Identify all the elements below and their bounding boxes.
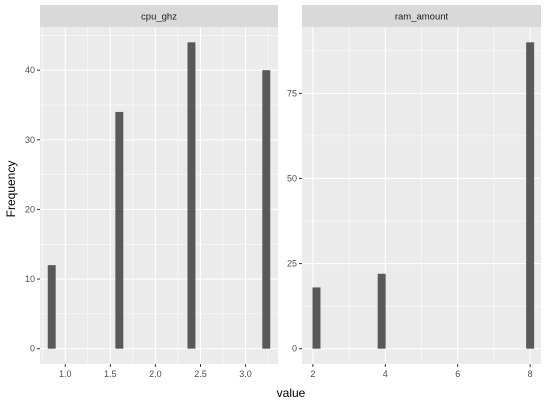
y-axis-title: Frequency	[4, 161, 18, 218]
x-tick-label: 2.0	[149, 369, 162, 379]
x-axis: 2 4 6 8	[310, 364, 533, 379]
x-tick-label: 2.5	[194, 369, 207, 379]
x-axis: 1.0 1.5 2.0 2.5 3.0	[59, 364, 252, 379]
x-axis-title: value	[277, 386, 306, 400]
bars	[47, 42, 271, 349]
histogram-bar	[115, 111, 124, 349]
gridlines	[40, 27, 278, 364]
facet-panel-ram-amount: ram_amount 2 4 6 8 0 25 50 75	[287, 5, 541, 379]
x-tick-label: 8	[528, 369, 533, 379]
y-tick-label: 0	[292, 344, 297, 354]
y-axis: 0 10 20 30 40	[25, 65, 40, 354]
y-tick-label: 50	[287, 173, 297, 183]
histogram-bar	[526, 42, 535, 349]
strip-background	[40, 5, 278, 27]
histogram-bar	[262, 70, 271, 349]
x-tick-label: 3.0	[239, 369, 252, 379]
facet-panel-cpu-ghz: cpu_ghz 1.0 1.5 2.0 2.5 3.0 0 10 20 30 40	[25, 5, 278, 379]
x-tick-label: 1.5	[104, 369, 117, 379]
x-tick-label: 6	[455, 369, 460, 379]
y-tick-label: 20	[25, 204, 35, 214]
y-tick-label: 0	[30, 344, 35, 354]
histogram-bar	[187, 42, 196, 349]
strip-label: ram_amount	[395, 12, 449, 23]
strip-background	[302, 5, 541, 27]
plot-panel-background	[40, 27, 278, 364]
histogram-bar	[47, 265, 56, 349]
x-tick-label: 1.0	[59, 369, 72, 379]
y-tick-label: 10	[25, 274, 35, 284]
x-tick-label: 4	[383, 369, 388, 379]
x-tick-label: 2	[310, 369, 315, 379]
histogram-bar	[377, 273, 386, 349]
histogram-bar	[312, 287, 321, 349]
y-tick-label: 30	[25, 135, 35, 145]
bars	[312, 42, 535, 349]
y-axis: 0 25 50 75	[287, 88, 302, 354]
y-tick-label: 40	[25, 65, 35, 75]
y-tick-label: 75	[287, 88, 297, 98]
strip-label: cpu_ghz	[141, 12, 177, 23]
y-tick-label: 25	[287, 259, 297, 269]
